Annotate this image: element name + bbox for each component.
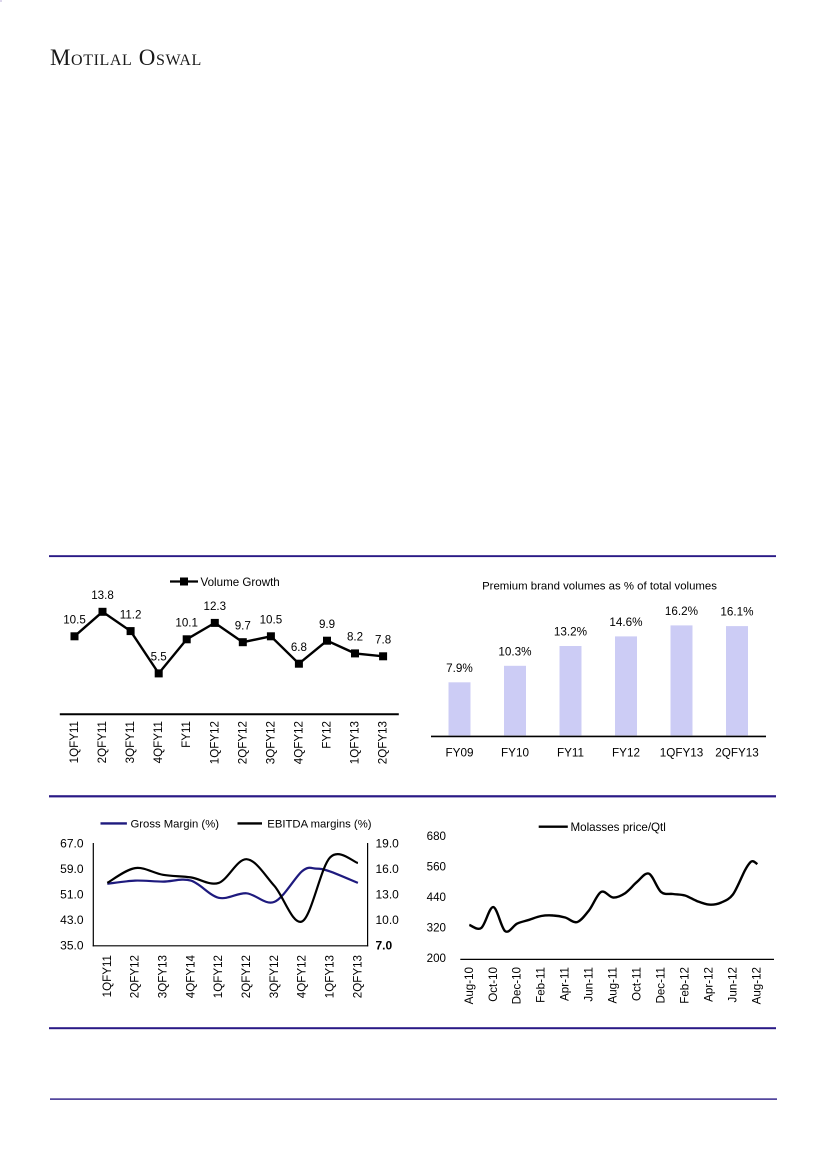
svg-text:35.0: 35.0 [60,938,84,952]
svg-text:680: 680 [427,830,446,843]
svg-text:43.0: 43.0 [60,913,84,927]
svg-text:Oct-10: Oct-10 [487,967,500,1002]
svg-text:3QFY12: 3QFY12 [264,721,277,764]
svg-text:2QFY13: 2QFY13 [715,747,759,760]
svg-text:12.3: 12.3 [204,600,227,613]
svg-text:2QFY13: 2QFY13 [351,955,364,998]
svg-text:3QFY11: 3QFY11 [124,721,137,763]
svg-text:1QFY12: 1QFY12 [212,955,225,998]
svg-text:5.5: 5.5 [151,651,167,664]
svg-text:1QFY13: 1QFY13 [660,747,704,760]
svg-text:19.0: 19.0 [376,837,400,851]
svg-text:EBITDA margins (%): EBITDA margins (%) [267,819,371,831]
svg-text:Dec-11: Dec-11 [655,967,668,1004]
svg-text:FY11: FY11 [557,747,584,760]
svg-text:51.0: 51.0 [60,888,84,902]
svg-text:3QFY13: 3QFY13 [157,955,170,998]
svg-text:16.0: 16.0 [376,862,400,876]
svg-text:16.1%: 16.1% [720,606,753,619]
svg-text:320: 320 [427,921,446,934]
svg-text:1QFY11: 1QFY11 [68,721,81,763]
svg-text:4QFY14: 4QFY14 [184,954,197,998]
svg-text:10.5: 10.5 [63,614,86,627]
svg-text:16.2%: 16.2% [665,605,698,618]
svg-text:10.0: 10.0 [376,913,400,927]
svg-text:9.7: 9.7 [235,620,251,633]
svg-text:11.2: 11.2 [120,608,142,621]
svg-text:10.5: 10.5 [260,614,283,627]
svg-text:Jun-11: Jun-11 [583,967,596,1002]
svg-text:14.6%: 14.6% [609,616,642,629]
svg-text:Feb-11: Feb-11 [535,967,548,1003]
svg-text:7.0: 7.0 [376,938,393,952]
svg-text:9.9: 9.9 [319,618,335,631]
svg-text:Apr-12: Apr-12 [703,967,716,1002]
svg-text:2QFY12: 2QFY12 [129,955,142,998]
svg-text:13.0: 13.0 [376,888,400,902]
svg-text:59.0: 59.0 [60,862,84,876]
svg-text:2QFY13: 2QFY13 [377,721,390,764]
svg-text:Volume Growth: Volume Growth [201,576,280,589]
svg-text:67.0: 67.0 [60,837,84,851]
svg-text:Aug-10: Aug-10 [463,967,476,1004]
svg-text:7.8: 7.8 [375,634,391,647]
svg-text:Aug-12: Aug-12 [750,967,763,1004]
svg-text:Feb-12: Feb-12 [679,967,692,1004]
svg-text:1QFY11: 1QFY11 [101,955,114,997]
svg-text:2QFY12: 2QFY12 [240,955,253,998]
svg-text:13.8: 13.8 [91,589,114,602]
svg-text:Aug-11: Aug-11 [607,967,620,1004]
svg-text:6.8: 6.8 [291,641,307,654]
svg-text:FY12: FY12 [321,721,334,749]
svg-text:10.1: 10.1 [175,617,198,630]
svg-text:Oct-11: Oct-11 [631,967,644,1001]
svg-text:10.3%: 10.3% [498,645,531,658]
svg-text:1QFY12: 1QFY12 [208,721,221,764]
svg-text:FY10: FY10 [501,747,529,760]
svg-text:560: 560 [427,861,446,874]
svg-text:2QFY12: 2QFY12 [236,721,249,764]
svg-text:Dec-10: Dec-10 [511,967,524,1004]
svg-text:3QFY12: 3QFY12 [268,955,281,998]
svg-text:4QFY11: 4QFY11 [152,721,165,763]
svg-text:Gross Margin (%): Gross Margin (%) [131,819,220,831]
svg-text:FY11: FY11 [180,721,193,748]
svg-text:Premium brand volumes as % of: Premium brand volumes as % of total volu… [482,581,717,593]
svg-text:200: 200 [427,952,446,965]
svg-text:Jun-12: Jun-12 [726,967,739,1002]
svg-text:1QFY13: 1QFY13 [324,955,337,998]
svg-text:4QFY12: 4QFY12 [292,721,305,764]
svg-text:4QFY12: 4QFY12 [296,955,309,998]
svg-text:440: 440 [427,891,446,904]
svg-text:Molasses price/Qtl: Molasses price/Qtl [571,821,666,834]
svg-text:FY12: FY12 [612,747,640,760]
svg-text:FY09: FY09 [446,747,474,760]
svg-text:13.2%: 13.2% [554,626,587,639]
svg-text:7.9%: 7.9% [446,662,473,675]
svg-text:1QFY13: 1QFY13 [349,721,362,764]
svg-text:2QFY11: 2QFY11 [96,721,109,763]
svg-text:8.2: 8.2 [347,631,363,644]
svg-text:Apr-11: Apr-11 [559,967,572,1001]
